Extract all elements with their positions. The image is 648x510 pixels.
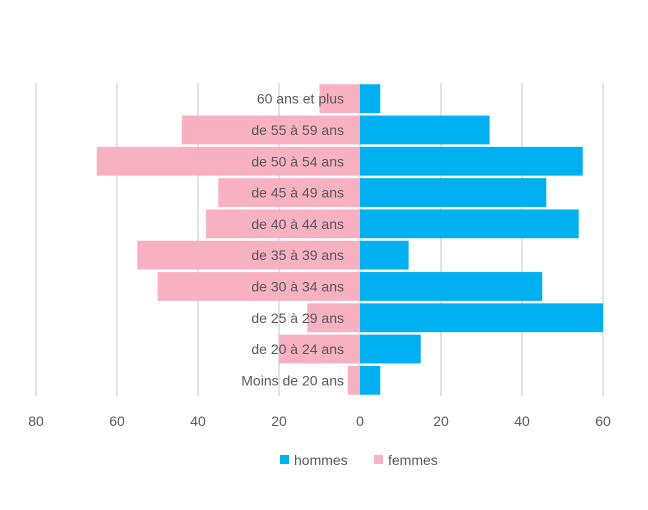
bar-femmes [319, 84, 360, 114]
category-label: 60 ans et plus [257, 91, 344, 107]
bar-femmes [307, 303, 360, 333]
x-tick-label: 40 [190, 413, 206, 429]
bar-femmes [279, 334, 360, 364]
legend-swatch-femmes [374, 455, 383, 464]
bar-femmes [218, 178, 360, 207]
category-labels: Moins de 20 ans de 20 à 24 ans de 25 à 29 … [241, 91, 344, 389]
x-tick-label: 20 [271, 413, 287, 429]
bar-hommes [360, 365, 381, 395]
category-label: de 50 à 54 ans [251, 153, 344, 169]
category-label: de 20 à 24 ans [251, 341, 344, 357]
legend: hommes femmes [280, 452, 438, 468]
x-tick-label: 40 [514, 413, 530, 429]
bar-hommes [360, 115, 490, 145]
category-label: de 25 à 29 ans [251, 310, 344, 326]
legend-label-hommes: hommes [294, 452, 348, 468]
legend-label-femmes: femmes [388, 452, 438, 468]
bar-femmes [181, 115, 360, 145]
bar-hommes [360, 178, 547, 207]
bar-hommes [360, 84, 381, 114]
category-label: de 30 à 34 ans [251, 278, 344, 294]
x-axis-tick-labels: 80 60 40 20 0 20 40 60 [28, 413, 611, 429]
category-label: Moins de 20 ans [241, 372, 344, 388]
bar-femmes [347, 365, 360, 395]
bar-hommes [360, 146, 583, 176]
bar-hommes [360, 303, 603, 333]
x-tick-label: 60 [595, 413, 611, 429]
bar-hommes [360, 240, 409, 270]
bar-femmes [157, 272, 360, 301]
bar-femmes [96, 146, 360, 176]
category-label: de 40 à 44 ans [251, 216, 344, 232]
x-tick-label: 0 [356, 413, 364, 429]
bar-hommes [360, 272, 543, 301]
category-label: de 55 à 59 ans [251, 122, 344, 138]
x-tick-label: 20 [433, 413, 449, 429]
legend-swatch-hommes [280, 455, 289, 464]
bars [96, 84, 603, 395]
bar-hommes [360, 334, 421, 364]
bar-femmes [206, 209, 360, 239]
x-tick-label: 80 [28, 413, 44, 429]
x-tick-label: 60 [109, 413, 125, 429]
category-label: de 45 à 49 ans [251, 185, 344, 201]
bar-femmes [137, 240, 360, 270]
category-label: de 35 à 39 ans [251, 247, 344, 263]
bar-hommes [360, 209, 579, 239]
